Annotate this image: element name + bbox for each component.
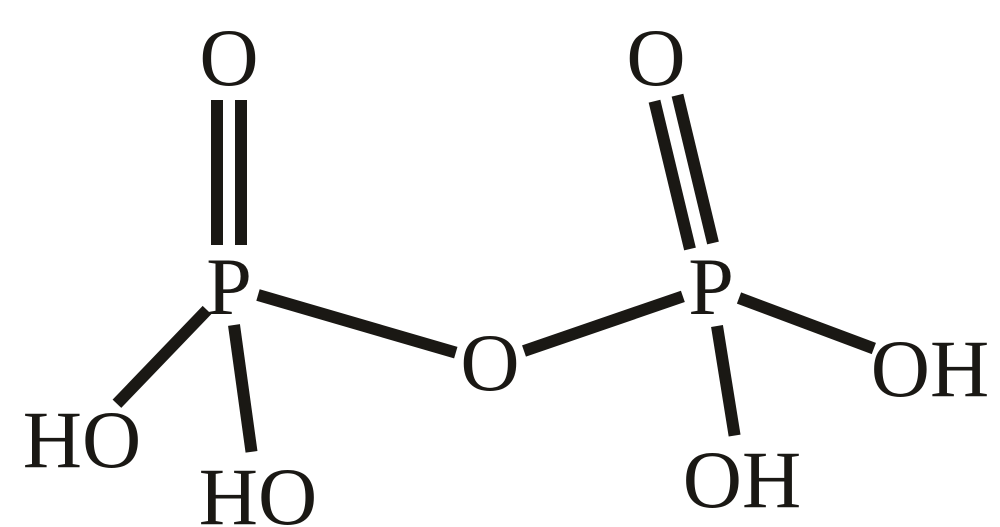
atom-O_top_right: O [626, 17, 685, 99]
atom-P_right: P [688, 246, 734, 328]
atom-OH_right: OH [871, 328, 989, 410]
atom-O_bridge: O [460, 322, 519, 404]
molecule-canvas: O P HO HO O O P OH OH [0, 0, 1000, 527]
bond-segment [211, 100, 223, 245]
atom-P_left: P [206, 246, 252, 328]
bond-segment [228, 324, 257, 452]
bond-segment [737, 292, 876, 354]
bond-segment [522, 291, 684, 357]
bond-segment [256, 290, 457, 359]
bond-segment [235, 100, 247, 245]
atom-O_top_left: O [199, 17, 258, 99]
atom-OH_bottom: OH [683, 439, 801, 521]
bond-segment [112, 306, 211, 408]
atom-HO_left: HO [23, 399, 141, 481]
bond-segment [711, 326, 741, 438]
atom-HO_mid: HO [199, 456, 317, 527]
